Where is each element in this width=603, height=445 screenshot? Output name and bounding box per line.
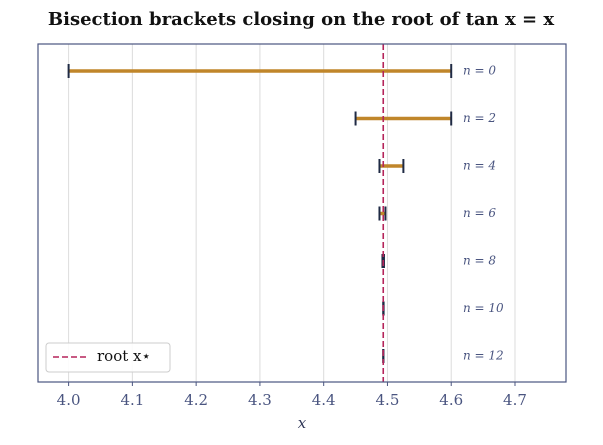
x-tick-label: 4.5	[376, 391, 400, 409]
chart-title: Bisection brackets closing on the root o…	[48, 9, 554, 30]
row-label: n = 10	[463, 301, 504, 315]
x-tick-label: 4.7	[503, 391, 527, 409]
plot-frame	[37, 43, 567, 383]
row-label: n = 8	[463, 254, 496, 268]
x-tick-label: 4.4	[312, 391, 336, 409]
row-label: n = 0	[463, 64, 496, 78]
row-label: n = 4	[463, 159, 496, 173]
x-tick-label: 4.3	[248, 391, 272, 409]
legend-box	[45, 342, 171, 373]
x-tick-label: 4.2	[184, 391, 208, 409]
row-label: n = 2	[463, 111, 496, 125]
row-label: n = 12	[463, 349, 504, 363]
x-tick-label: 4.1	[120, 391, 144, 409]
row-label: n = 6	[463, 206, 496, 220]
legend-label: root x⋆	[97, 347, 151, 365]
x-tick-label: 4.0	[57, 391, 81, 409]
x-tick-label: 4.6	[439, 391, 463, 409]
x-axis-label: x	[298, 414, 307, 432]
